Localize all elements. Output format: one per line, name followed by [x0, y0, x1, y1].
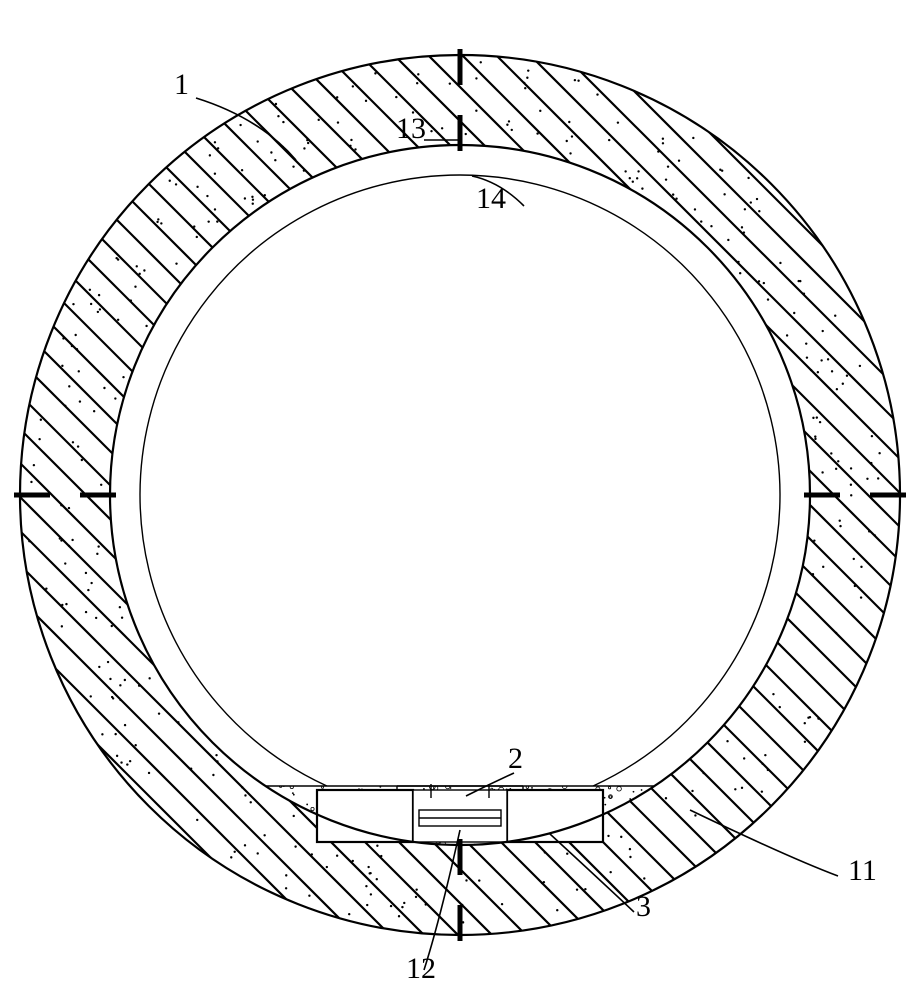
- inner-lining-circle: [110, 145, 810, 845]
- label-3: 3: [636, 890, 651, 923]
- label-11: 11: [848, 854, 877, 887]
- inner-clearance-arc: [140, 175, 780, 786]
- cross-section-diagram: 11314211312: [0, 0, 918, 1000]
- label-1: 1: [174, 68, 189, 101]
- label-2: 2: [508, 742, 523, 775]
- label-14: 14: [476, 182, 506, 215]
- label-13: 13: [396, 112, 426, 145]
- label-12: 12: [406, 952, 436, 985]
